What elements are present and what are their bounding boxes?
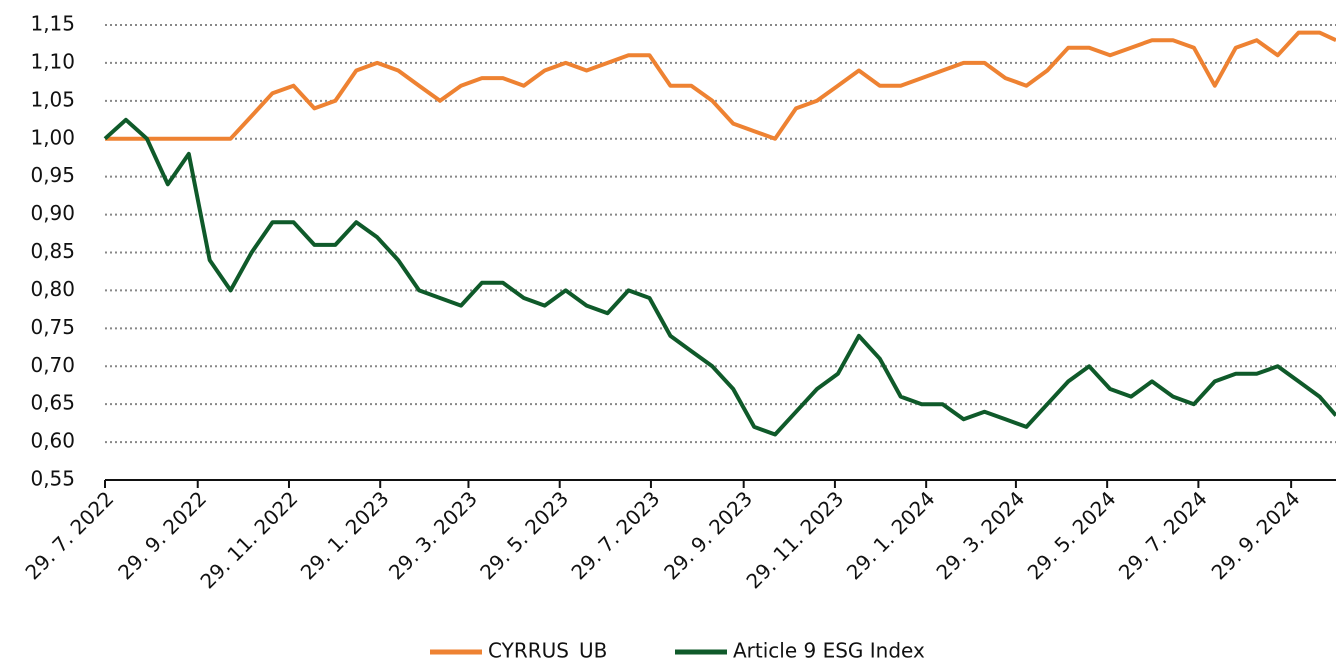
x-tick-label: 29. 5. 2023 [475,486,573,584]
x-tick-label: 29. 7. 2022 [20,486,118,584]
y-tick-label: 1,05 [30,87,75,111]
y-tick-label: 0,60 [30,429,75,453]
x-tick-label: 29. 9. 2022 [113,486,211,584]
legend-label: Article 9 ESG Index [733,639,925,661]
x-tick-label: 29. 9. 2023 [659,486,757,584]
legend-item: Article 9 ESG Index [675,639,925,661]
legend-label: CYRRUS_UB [488,639,607,661]
x-tick-label: 29. 9. 2024 [1207,486,1305,584]
y-tick-label: 0,70 [30,353,75,377]
x-tick-label: 29. 7. 2024 [1114,486,1212,584]
x-tick-label: 29. 1. 2023 [296,486,394,584]
x-tick-label: 29. 1. 2024 [842,486,940,584]
x-tick-label: 29. 3. 2024 [931,486,1029,584]
y-tick-label: 0,80 [30,277,75,301]
y-tick-label: 0,65 [30,391,75,415]
y-tick-label: 1,00 [30,125,75,149]
y-tick-label: 0,55 [30,467,75,491]
x-tick-label: 29. 7. 2023 [566,486,664,584]
series-line [103,117,1336,437]
y-tick-label: 0,90 [30,201,75,225]
x-tick-label: 29. 5. 2024 [1023,486,1121,584]
y-tick-label: 0,85 [30,239,75,263]
x-tick-label: 29. 3. 2023 [384,486,482,584]
y-tick-label: 1,15 [30,12,75,36]
y-tick-label: 1,10 [30,49,75,73]
x-tick-label: 29. 11. 2023 [741,486,848,593]
y-tick-label: 0,75 [30,315,75,339]
legend-item: CYRRUS_UB [430,639,607,661]
series-line [105,30,1336,141]
x-tick-label: 29. 11. 2022 [195,486,302,593]
y-tick-label: 0,95 [30,163,75,187]
